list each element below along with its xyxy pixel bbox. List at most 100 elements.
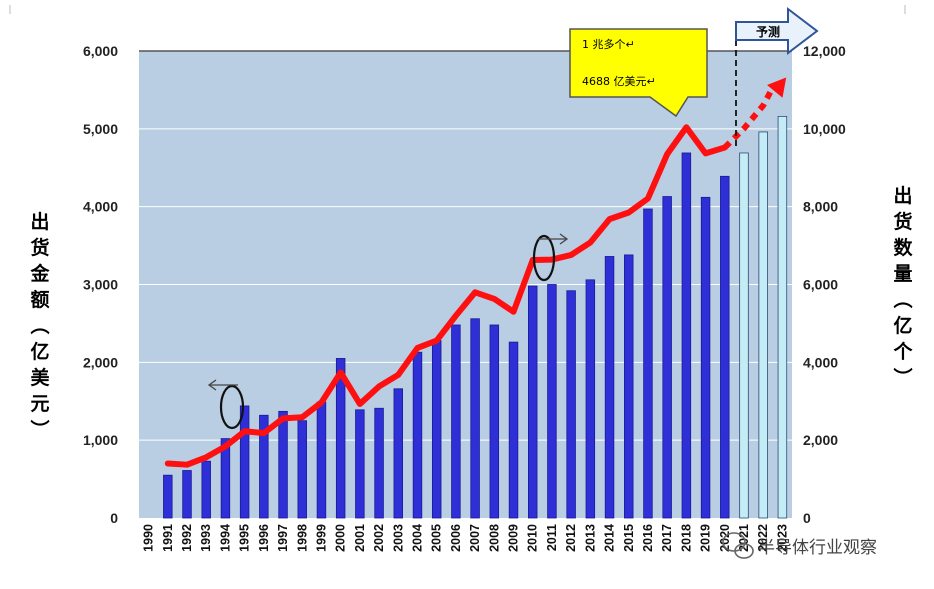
x-tick-label: 2022 [756,524,770,552]
right-axis-title-char: 货 [893,210,912,233]
forecast-arrow: 予测 [735,6,819,56]
bar [470,318,480,519]
watermark: 半导体行业观察 [722,532,877,559]
bar [720,175,730,519]
right-tick-label: 8,000 [803,199,838,215]
x-tick-label: 1991 [161,524,175,552]
x-tick-label: 2003 [391,524,405,552]
right-tick-label: 6,000 [803,277,838,293]
left-axis-title-char: 金 [29,262,50,285]
bar [508,341,519,519]
bar [220,438,231,519]
left-axis-title-char: 美 [30,366,50,389]
bar [335,358,346,519]
left-axis-indicator [207,379,245,430]
bar [239,405,250,519]
bar [278,410,288,519]
right-axis-title-char: 出 [893,184,912,207]
callout-bubble [569,28,708,118]
bar [681,152,692,519]
x-tick-label: 1997 [276,524,290,552]
forecast-arrow-shape [735,6,819,56]
bar [700,196,711,519]
bar [297,420,307,519]
right-tick-label: 2,000 [803,432,838,448]
left-axis-title-char: （ [28,315,51,334]
callout-line-2: 4688 亿美元↵ [582,75,656,88]
indicator-oval-right [532,234,556,282]
right-axis-title-char: 量 [893,263,912,285]
left-axis-title-char: 出 [30,210,49,233]
left-tick-label: 0 [110,510,118,526]
forecast-arrowhead-icon [767,77,787,98]
arrowhead-right-icon [559,233,569,245]
right-tick-label: 4,000 [803,354,838,370]
bar [566,290,576,519]
x-tick-label: 1996 [257,524,271,552]
x-tick-label: 2019 [699,524,713,552]
x-tick-label: 2007 [468,524,482,552]
bar [393,388,404,519]
right-axis-indicator [532,233,569,282]
left-tick-label: 3,000 [83,277,118,293]
line-group [164,77,787,468]
x-tick-label: 2002 [372,524,386,552]
x-tick-label: 2008 [487,524,501,552]
forecast-line [722,86,776,150]
forecast-bar [777,115,788,519]
bar [259,414,269,519]
right-axis-ticks: 0 2,000 4,000 6,000 8,000 10,000 12,000 [803,43,846,526]
x-tick-label: 1993 [199,524,213,552]
bar [662,196,672,519]
x-axis-ticks: 1990 1991 1992 1993 1994 1995 1996 1997 1998 1999… [142,524,790,552]
x-tick-label: 2015 [622,524,636,552]
right-tick-label: 10,000 [803,121,846,137]
x-tick-label: 2023 [775,524,789,552]
x-tick-label: 2000 [334,524,348,552]
left-axis-ticks: 0 1,000 2,000 3,000 4,000 5,000 6,000 [83,43,118,526]
bar [585,279,596,519]
x-tick-label: 2001 [353,524,367,552]
bar [412,351,423,519]
right-axis-title-char: ） [891,367,914,386]
left-tick-label: 4,000 [83,199,118,215]
bar [604,256,615,519]
bar [316,401,327,519]
right-axis-title-char: 个 [892,341,913,363]
left-tick-label: 2,000 [83,354,118,370]
left-tick-label: 6,000 [83,43,118,59]
x-tick-label: 1999 [314,524,328,552]
bar [643,208,653,519]
arrowhead-left-icon [207,379,217,391]
left-axis-title-char: 额 [30,288,49,311]
callout-line-1: 1 兆多个↵ [582,37,635,51]
bar [163,474,173,519]
wechat-icon [722,532,754,559]
x-tick-label: 2017 [660,524,674,552]
bar [451,324,461,519]
bar [355,409,365,519]
bar [547,284,557,519]
bar [182,470,192,519]
shipment-count-line [164,124,728,468]
x-tick-label: 1995 [238,524,252,552]
x-tick-label: 1998 [295,524,309,552]
left-axis-title-char: 亿 [30,340,49,363]
bar [489,324,500,519]
x-tick-label: 2010 [526,524,540,552]
x-tick-label: 1992 [180,524,194,552]
bar [374,407,384,519]
x-tick-label: 2006 [449,524,463,552]
forecast-bar [739,152,749,519]
bar [201,460,211,519]
x-tick-label: 1994 [218,524,232,552]
right-tick-label: 12,000 [803,43,846,59]
x-tick-label: 2005 [430,524,444,552]
right-tick-label: 0 [803,510,811,526]
x-tick-label: 2012 [564,524,578,552]
bar [527,285,538,519]
left-tick-label: 1,000 [83,432,118,448]
right-axis-title-char: （ [891,289,914,308]
